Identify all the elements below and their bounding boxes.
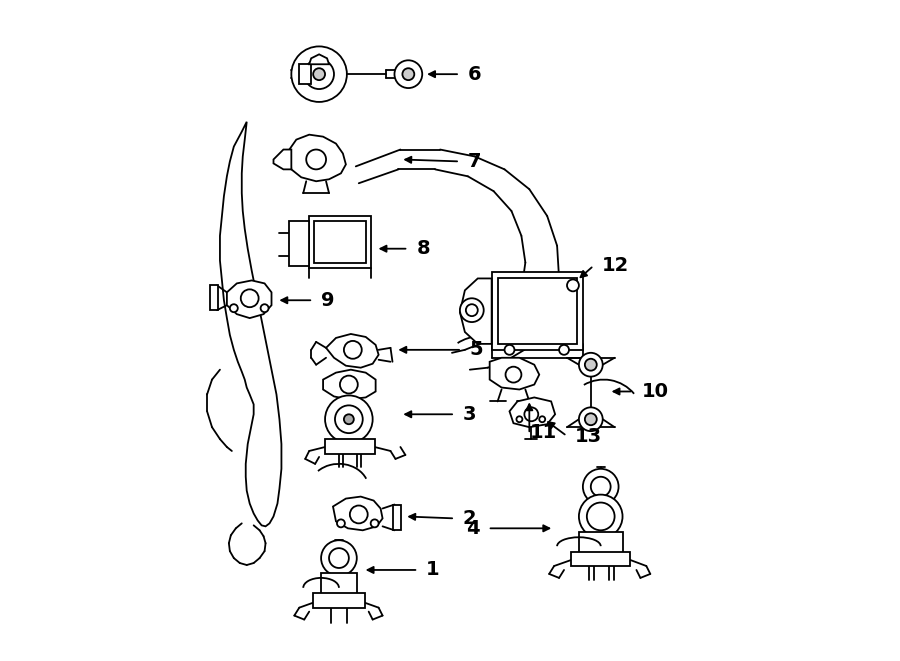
Bar bbox=[325, 439, 374, 454]
Circle shape bbox=[567, 280, 579, 292]
Text: 11: 11 bbox=[529, 422, 556, 442]
Circle shape bbox=[337, 520, 345, 527]
Circle shape bbox=[505, 345, 515, 355]
Bar bbox=[314, 221, 365, 262]
Bar bbox=[310, 216, 371, 268]
Circle shape bbox=[340, 375, 358, 393]
Polygon shape bbox=[323, 369, 375, 399]
Circle shape bbox=[313, 68, 325, 80]
Circle shape bbox=[344, 341, 362, 359]
Circle shape bbox=[304, 59, 334, 89]
Bar bbox=[491, 272, 583, 350]
Circle shape bbox=[261, 304, 268, 312]
Bar bbox=[393, 504, 401, 530]
Circle shape bbox=[587, 502, 615, 530]
Circle shape bbox=[579, 353, 603, 377]
Bar bbox=[313, 593, 365, 607]
Circle shape bbox=[539, 416, 545, 422]
Text: 6: 6 bbox=[468, 65, 482, 84]
Circle shape bbox=[517, 416, 522, 422]
Circle shape bbox=[371, 520, 379, 527]
Circle shape bbox=[559, 345, 569, 355]
Circle shape bbox=[230, 304, 238, 312]
Polygon shape bbox=[227, 280, 272, 318]
Bar bbox=[210, 286, 218, 310]
Circle shape bbox=[394, 60, 422, 88]
Text: 2: 2 bbox=[463, 509, 476, 528]
Circle shape bbox=[466, 304, 478, 316]
Polygon shape bbox=[460, 278, 491, 344]
Polygon shape bbox=[509, 397, 555, 427]
Circle shape bbox=[506, 367, 521, 383]
Bar bbox=[498, 278, 577, 344]
Text: 13: 13 bbox=[575, 426, 602, 446]
Circle shape bbox=[325, 395, 373, 443]
Circle shape bbox=[321, 540, 356, 576]
Text: 5: 5 bbox=[470, 340, 483, 360]
Polygon shape bbox=[490, 358, 539, 389]
Polygon shape bbox=[274, 149, 292, 169]
Circle shape bbox=[329, 548, 349, 568]
Text: 7: 7 bbox=[468, 152, 482, 171]
Polygon shape bbox=[333, 496, 382, 530]
Text: 4: 4 bbox=[466, 519, 480, 538]
Text: 1: 1 bbox=[427, 561, 440, 580]
Circle shape bbox=[292, 46, 346, 102]
Text: 10: 10 bbox=[642, 382, 669, 401]
Circle shape bbox=[525, 407, 538, 421]
Bar bbox=[300, 64, 311, 84]
Polygon shape bbox=[290, 135, 346, 181]
Circle shape bbox=[579, 407, 603, 431]
Circle shape bbox=[344, 414, 354, 424]
Bar bbox=[321, 573, 356, 595]
Text: 12: 12 bbox=[602, 256, 629, 275]
Circle shape bbox=[460, 298, 483, 322]
Circle shape bbox=[585, 413, 597, 425]
Polygon shape bbox=[326, 334, 379, 368]
Text: 8: 8 bbox=[417, 239, 430, 258]
Text: 3: 3 bbox=[463, 405, 476, 424]
Circle shape bbox=[590, 477, 610, 496]
Polygon shape bbox=[310, 54, 329, 64]
Circle shape bbox=[306, 149, 326, 169]
Bar bbox=[579, 532, 623, 554]
Circle shape bbox=[350, 506, 368, 524]
Bar bbox=[290, 221, 310, 266]
Text: 9: 9 bbox=[321, 291, 335, 310]
Circle shape bbox=[402, 68, 414, 80]
Circle shape bbox=[335, 405, 363, 433]
Bar bbox=[571, 552, 631, 566]
Polygon shape bbox=[220, 122, 282, 526]
Circle shape bbox=[241, 290, 258, 307]
Circle shape bbox=[585, 359, 597, 371]
Circle shape bbox=[579, 494, 623, 538]
Circle shape bbox=[583, 469, 618, 504]
